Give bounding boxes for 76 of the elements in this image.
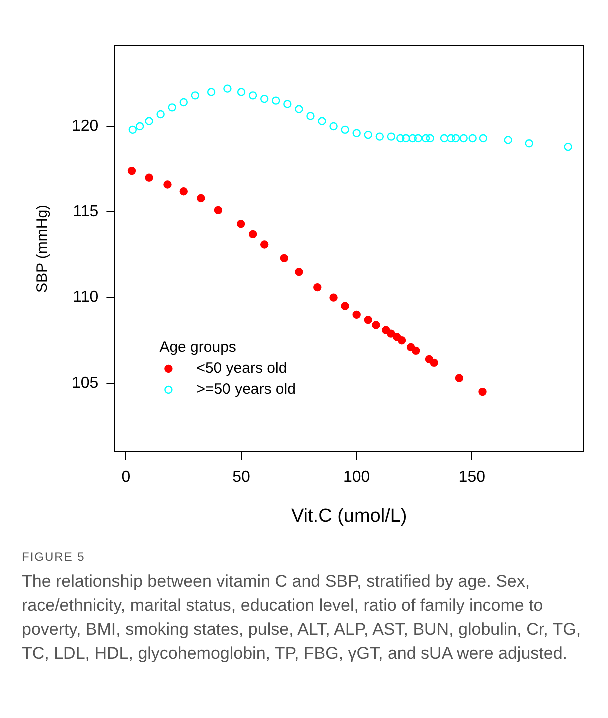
y-axis-title: SBP (mmHg) (34, 204, 52, 294)
point (180, 188, 188, 196)
point (452, 134, 460, 143)
point (525, 140, 534, 148)
point (468, 134, 477, 143)
point (214, 206, 223, 215)
legend-label: <50 years old (196, 360, 288, 378)
point (272, 96, 280, 105)
point (128, 166, 136, 176)
x-tick-label: 50 (232, 469, 251, 486)
point (460, 134, 468, 143)
x-tick-label: 150 (458, 469, 486, 486)
point (260, 240, 269, 249)
point (447, 134, 456, 143)
point (387, 330, 396, 338)
point (376, 132, 384, 141)
point (396, 134, 405, 143)
y-tick-label: 110 (73, 289, 99, 306)
point (387, 132, 396, 141)
point (224, 84, 232, 93)
point (164, 180, 172, 189)
point (318, 117, 326, 126)
point (412, 346, 420, 356)
point (295, 268, 304, 276)
point (352, 310, 361, 320)
point (398, 336, 406, 345)
legend-label: >=50 years old (196, 381, 296, 398)
point (280, 254, 289, 263)
point (136, 122, 144, 131)
y-tick-label: 120 (72, 118, 99, 135)
point (364, 130, 372, 140)
point (504, 136, 512, 144)
point (207, 88, 216, 96)
point (408, 134, 417, 143)
x-axis-title: Vit.C (umol/L) (291, 506, 408, 527)
text: The relationship between vitamin C and SBP, stratified by age. Sex, race/ethnicity, marital status, education level, ratio of family income to poverty, BMI, smoking states, pulse, ALT, ALP, AST, BUN, globulin, Cr, TG, TC, LDL, HDL, glycohemoglobin, TP, FBG, γGT, and sUA were adjusted. (22, 571, 582, 665)
caption: FIGURE 5 (22, 550, 86, 564)
point (341, 126, 350, 134)
point (402, 134, 410, 143)
point (145, 174, 154, 182)
point (422, 134, 430, 143)
point (295, 105, 304, 114)
point (145, 117, 154, 126)
point (314, 283, 322, 292)
point (440, 134, 449, 143)
legend-title: Age groups (160, 339, 236, 356)
point (180, 98, 188, 107)
point (237, 88, 246, 96)
point (352, 129, 361, 138)
point (306, 112, 315, 120)
point (128, 126, 138, 134)
point (248, 92, 258, 100)
point (364, 316, 372, 324)
point (330, 122, 338, 131)
point (414, 134, 423, 143)
point (156, 110, 165, 119)
point (260, 95, 269, 104)
point (330, 294, 338, 302)
point (197, 194, 206, 203)
point (372, 321, 380, 330)
point (430, 358, 438, 368)
y-tick-label: 105 (72, 374, 99, 392)
y-tick-label: 115 (73, 204, 99, 221)
point (168, 104, 176, 112)
point (478, 388, 487, 396)
point (341, 302, 350, 310)
point (426, 134, 435, 143)
x-tick-label: 0 (122, 469, 131, 486)
point (284, 100, 292, 108)
point (248, 230, 258, 239)
point (191, 92, 200, 100)
point (479, 134, 488, 143)
point (236, 220, 246, 228)
x-tick-label: 100 (343, 469, 370, 486)
point (564, 142, 572, 152)
point (455, 374, 464, 382)
